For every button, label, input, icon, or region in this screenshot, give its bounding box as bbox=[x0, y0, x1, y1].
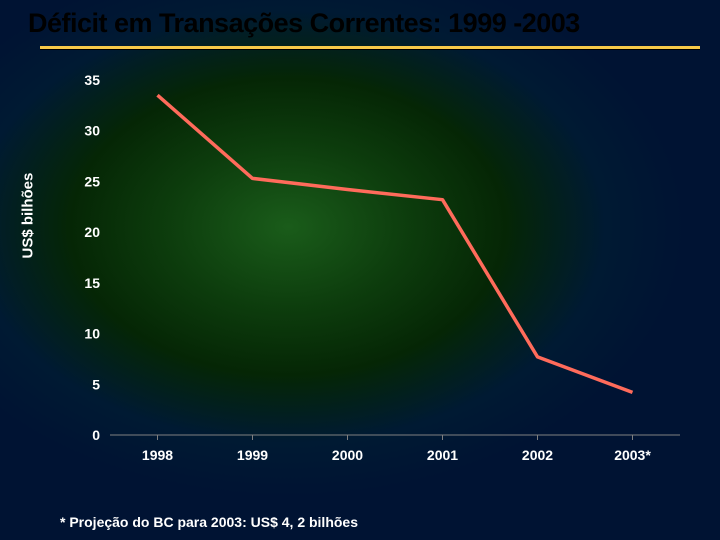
y-tick-label: 35 bbox=[84, 72, 100, 88]
data-line bbox=[158, 95, 633, 392]
x-tick-label: 1999 bbox=[237, 447, 268, 463]
y-axis-label: US$ bilhões bbox=[20, 173, 37, 259]
y-tick-label: 20 bbox=[84, 224, 100, 240]
title-underline bbox=[40, 46, 700, 50]
y-tick-label: 10 bbox=[84, 326, 100, 342]
chart-svg: 0 5 10 15 20 25 30 35 1998 1999 2000 2001 2002 2003* bbox=[60, 70, 680, 470]
y-tick-label: 0 bbox=[92, 427, 100, 443]
y-tick-label: 5 bbox=[92, 376, 100, 392]
chart-title: Déficit em Transações Correntes: 1999 -2… bbox=[28, 8, 710, 39]
x-tick-label: 2001 bbox=[427, 447, 458, 463]
x-tick-label: 2000 bbox=[332, 447, 363, 463]
x-tick-label: 2002 bbox=[522, 447, 553, 463]
y-tick-label: 15 bbox=[84, 275, 100, 291]
chart-footnote: * Projeção do BC para 2003: US$ 4, 2 bil… bbox=[60, 514, 358, 530]
y-tick-label: 30 bbox=[84, 123, 100, 139]
y-tick-label: 25 bbox=[84, 173, 100, 189]
line-chart: 0 5 10 15 20 25 30 35 1998 1999 2000 2001 2002 2003* bbox=[60, 70, 680, 470]
x-tick-label: 2003* bbox=[614, 447, 651, 463]
x-tick-label: 1998 bbox=[142, 447, 173, 463]
